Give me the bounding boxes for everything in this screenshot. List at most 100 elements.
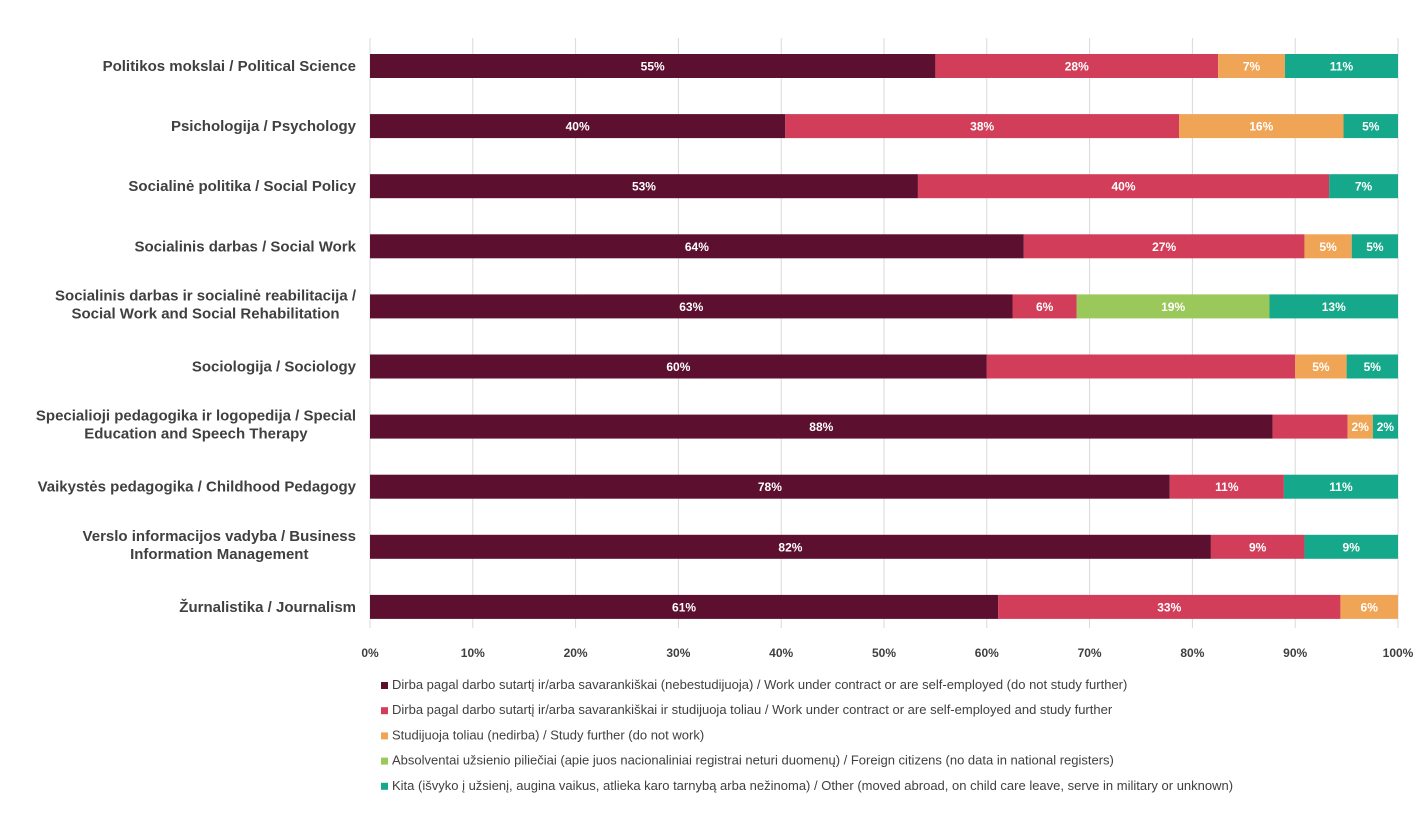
data-label: 5% — [1319, 240, 1337, 254]
legend-entry: Kita (išvyko į užsienį, augina vaikus, a… — [392, 778, 1233, 793]
bar-segment — [370, 54, 936, 78]
bar-segment — [1210, 534, 1305, 559]
category-label: Social Work and Social Rehabilitation — [71, 305, 339, 322]
bar-segment — [370, 174, 918, 199]
data-label: 7% — [1243, 60, 1261, 74]
data-label: 40% — [1112, 180, 1136, 194]
data-label: 53% — [632, 180, 656, 194]
bar-segment — [370, 114, 786, 139]
legend-swatch — [381, 732, 388, 740]
bar-segment — [1372, 414, 1398, 439]
data-label: 13% — [1322, 300, 1346, 314]
bar-segment — [1343, 114, 1398, 139]
bar-segment — [1218, 54, 1285, 78]
legend-swatch — [381, 707, 388, 715]
data-label: 61% — [672, 600, 696, 614]
bar-segment — [1269, 294, 1398, 319]
data-label: 9% — [1249, 540, 1267, 554]
category-label: Vaikystės pedagogika / Childhood Pedagog… — [38, 479, 357, 496]
bar-segment — [1012, 294, 1077, 319]
bar-segment — [1076, 294, 1270, 319]
data-label: 19% — [1161, 300, 1185, 314]
data-label: 6% — [1036, 300, 1054, 314]
legend-swatch — [381, 782, 388, 790]
x-tick-label: 80% — [1180, 646, 1204, 660]
category-label: Politikos mokslai / Political Science — [103, 58, 356, 75]
legend: Dirba pagal darbo sutartį ir/arba savara… — [381, 677, 1233, 793]
bar-segment — [370, 294, 1013, 319]
legend-swatch — [381, 682, 388, 689]
data-label: 7% — [1355, 180, 1373, 194]
data-label: 64% — [685, 240, 709, 254]
bar-segment — [785, 114, 1180, 139]
bar-segment — [1169, 474, 1284, 499]
x-axis-tick-labels: 0% 10% 20% 30% 40% 50% 60% 70% 80% 90% 100% — [361, 646, 1413, 660]
bar-segment — [370, 354, 987, 379]
bar-segment — [917, 174, 1330, 199]
bar-segment — [1351, 234, 1398, 259]
data-label: 40% — [566, 120, 590, 134]
bar-segment — [1023, 234, 1305, 259]
bar-segment — [1340, 594, 1398, 619]
bar-segment — [1272, 414, 1348, 439]
x-tick-label: 40% — [769, 646, 793, 660]
data-label: 6% — [1361, 600, 1379, 614]
data-label: 5% — [1312, 360, 1330, 374]
bar-segment — [1347, 414, 1373, 439]
bar-segment — [370, 234, 1024, 259]
bar-segment — [1346, 354, 1398, 379]
data-label: 11% — [1330, 60, 1354, 74]
data-label: 11% — [1215, 480, 1239, 494]
category-label: Sociologija / Sociology — [192, 359, 357, 376]
category-label: Socialinė politika / Social Policy — [128, 178, 356, 195]
bar-segment — [1304, 534, 1398, 559]
bar-segment — [370, 594, 999, 619]
x-tick-label: 20% — [564, 646, 588, 660]
category-label: Psichologija / Psychology — [171, 118, 357, 135]
data-label: 9% — [1343, 540, 1361, 554]
bar-segment — [370, 474, 1170, 499]
bar-segment — [1304, 234, 1352, 259]
x-tick-label: 100% — [1383, 646, 1414, 660]
data-label: 33% — [1157, 600, 1181, 614]
x-tick-label: 0% — [361, 646, 379, 660]
bars: 55% 28% 7% 11% 40% 38% 16% 5% 53% 40% 7% 64% 27% 5% 5%… — [370, 54, 1398, 619]
category-label: Information Management — [130, 546, 308, 563]
data-label: 2% — [1377, 420, 1395, 434]
bar-segment — [370, 414, 1273, 439]
data-label: 78% — [758, 480, 782, 494]
bar-segment — [986, 354, 1296, 379]
category-label: Specialioji pedagogika ir logopedija / S… — [36, 408, 356, 425]
x-tick-label: 10% — [461, 646, 485, 660]
x-tick-label: 30% — [666, 646, 690, 660]
bar-segment — [998, 594, 1341, 619]
category-label: Socialinis darbas / Social Work — [135, 238, 357, 255]
legend-entry: Absolventai užsienio piliečiai (apie juo… — [392, 753, 1114, 768]
x-tick-label: 90% — [1283, 646, 1307, 660]
data-label: 82% — [778, 540, 802, 554]
bar-segment — [370, 534, 1211, 559]
data-label: 63% — [679, 300, 703, 314]
data-label: 38% — [970, 120, 994, 134]
bar-segment — [1295, 354, 1347, 379]
data-label: 27% — [1152, 240, 1176, 254]
data-label: 11% — [1329, 480, 1353, 494]
category-label: Žurnalistika / Journalism — [179, 598, 356, 616]
x-tick-label: 70% — [1078, 646, 1102, 660]
bar-segment — [1329, 174, 1398, 199]
bar-segment — [1284, 54, 1398, 78]
data-label: 60% — [666, 360, 690, 374]
legend-entry: Dirba pagal darbo sutartį ir/arba savara… — [392, 702, 1113, 717]
x-tick-label: 60% — [975, 646, 999, 660]
bar-segment — [1283, 474, 1398, 499]
data-label: 5% — [1362, 120, 1380, 134]
legend-entry: Dirba pagal darbo sutartį ir/arba savara… — [392, 677, 1127, 692]
data-label: 5% — [1364, 360, 1382, 374]
data-label: 5% — [1366, 240, 1384, 254]
bar-segment — [935, 54, 1219, 78]
data-label: 88% — [809, 420, 833, 434]
category-label: Verslo informacijos vadyba / Business — [83, 528, 356, 545]
bar-segment — [1179, 114, 1344, 139]
category-label: Socialinis darbas ir socialinė reabilita… — [55, 287, 357, 304]
